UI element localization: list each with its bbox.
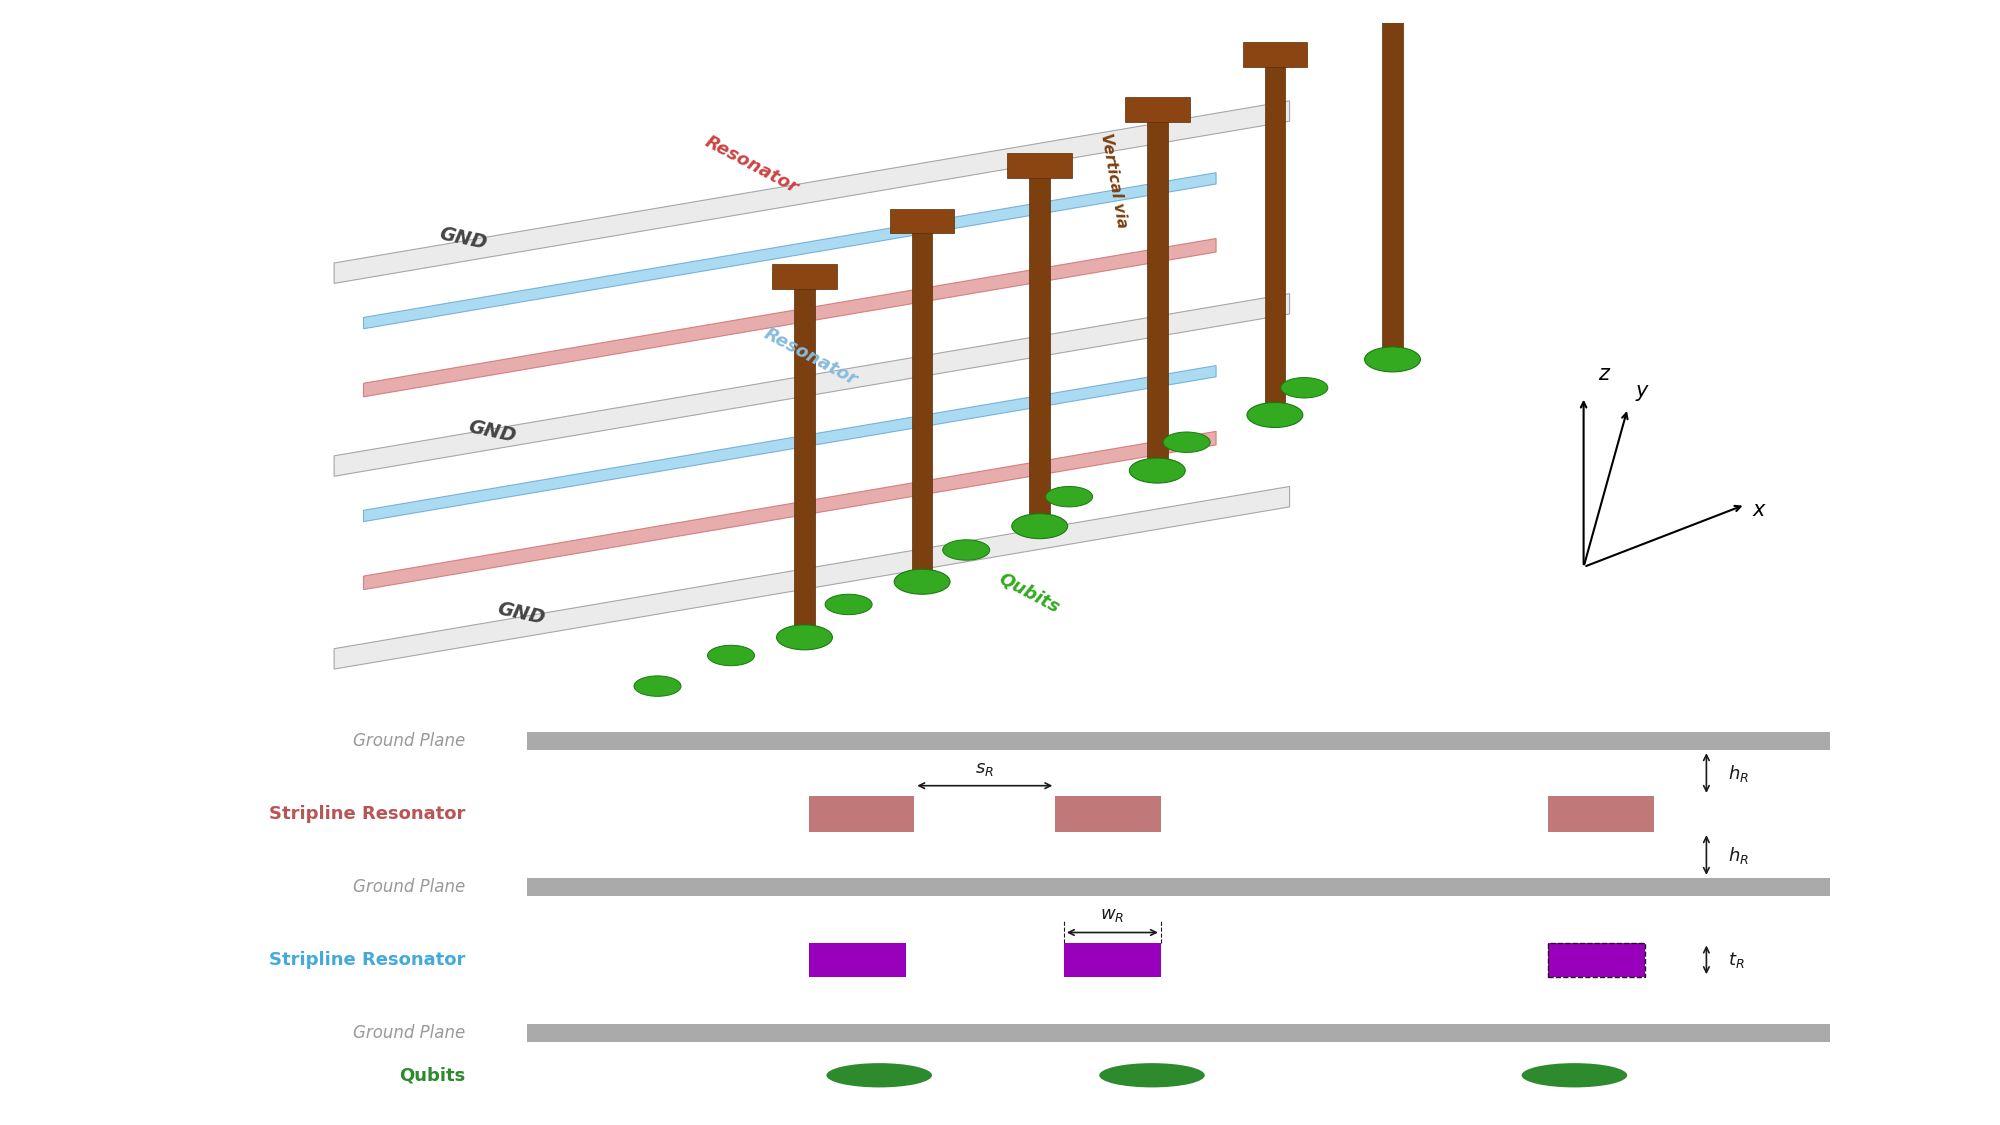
Ellipse shape	[826, 594, 872, 614]
Text: $w_R$: $w_R$	[1100, 907, 1124, 925]
Text: Resonator: Resonator	[702, 133, 802, 197]
Ellipse shape	[1046, 486, 1092, 507]
Text: Vertical via: Vertical via	[1098, 133, 1130, 230]
Polygon shape	[334, 294, 1290, 476]
Bar	[1548, 795, 1654, 832]
Bar	[794, 267, 814, 629]
Text: y: y	[1636, 381, 1648, 400]
Bar	[1030, 155, 1050, 519]
Text: Ground Plane: Ground Plane	[354, 1024, 466, 1042]
Bar	[1008, 153, 1072, 178]
Ellipse shape	[1522, 1063, 1628, 1088]
Polygon shape	[364, 238, 1216, 397]
Bar	[1056, 795, 1160, 832]
Bar	[1148, 100, 1168, 462]
Bar	[808, 795, 914, 832]
Text: GND: GND	[466, 417, 518, 447]
Bar	[1360, 0, 1424, 11]
Ellipse shape	[634, 676, 682, 696]
Polygon shape	[334, 486, 1290, 669]
Ellipse shape	[1364, 346, 1420, 372]
Text: Stripline Resonator: Stripline Resonator	[270, 806, 466, 824]
Ellipse shape	[1164, 432, 1210, 452]
Text: Ground Plane: Ground Plane	[354, 878, 466, 896]
Text: z: z	[1598, 363, 1610, 384]
Ellipse shape	[942, 540, 990, 560]
Ellipse shape	[1280, 378, 1328, 398]
Bar	[1124, 98, 1190, 123]
Bar	[1064, 943, 1160, 976]
Text: Resonator: Resonator	[760, 325, 860, 389]
Ellipse shape	[776, 624, 832, 650]
Polygon shape	[364, 173, 1216, 328]
Text: $h_R$: $h_R$	[1728, 845, 1748, 865]
Ellipse shape	[1100, 1063, 1204, 1088]
Text: Stripline Resonator: Stripline Resonator	[270, 951, 466, 969]
Text: $t_R$: $t_R$	[1728, 950, 1744, 970]
Bar	[1548, 943, 1644, 976]
Bar	[808, 943, 906, 976]
Ellipse shape	[1130, 458, 1186, 483]
Text: $h_R$: $h_R$	[1728, 763, 1748, 783]
Bar	[528, 732, 1830, 750]
Bar	[1264, 44, 1286, 407]
Bar	[1382, 0, 1402, 351]
Text: $s_R$: $s_R$	[976, 759, 994, 777]
Polygon shape	[364, 366, 1216, 522]
Text: Qubits: Qubits	[400, 1066, 466, 1084]
Polygon shape	[364, 431, 1216, 590]
Ellipse shape	[708, 646, 754, 666]
Text: Ground Plane: Ground Plane	[354, 732, 466, 750]
Text: x: x	[1752, 500, 1766, 520]
Bar	[1242, 42, 1308, 66]
Ellipse shape	[894, 569, 950, 594]
Bar	[890, 208, 954, 234]
Bar	[1548, 943, 1644, 976]
Ellipse shape	[1246, 403, 1302, 428]
Bar	[912, 210, 932, 574]
Bar	[528, 878, 1830, 896]
Text: Qubits: Qubits	[996, 569, 1062, 616]
Ellipse shape	[1012, 514, 1068, 539]
Text: GND: GND	[436, 225, 488, 253]
Bar	[772, 264, 836, 289]
Text: GND: GND	[496, 598, 548, 628]
Bar	[528, 1024, 1830, 1042]
Ellipse shape	[826, 1063, 932, 1088]
Polygon shape	[334, 101, 1290, 284]
